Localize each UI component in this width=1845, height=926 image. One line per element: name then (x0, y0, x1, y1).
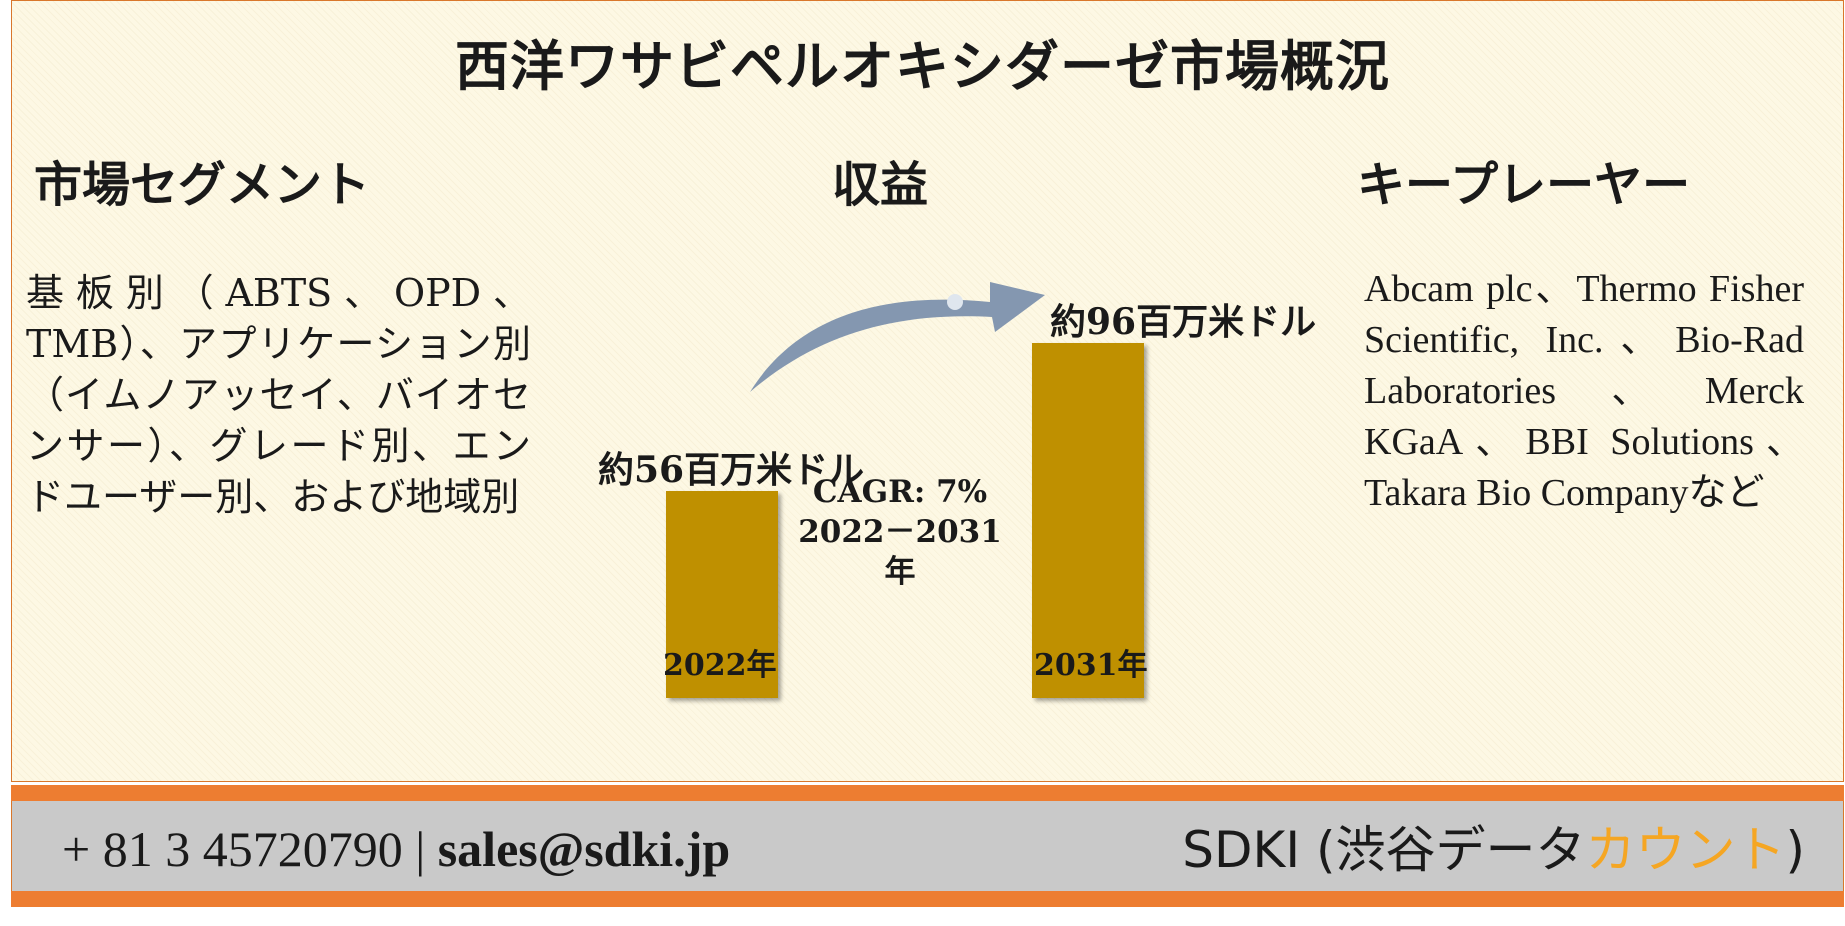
bar-0 (666, 490, 778, 698)
footer-band-top (11, 785, 1844, 801)
category-label-0: 2022年 (663, 648, 777, 683)
cagr-period: 2022－2031年 (798, 514, 1002, 590)
growth-arrow (750, 282, 1045, 392)
brand-name: SDKI (渋谷データカウント) (1182, 810, 1805, 882)
footer-band-bottom (11, 891, 1844, 907)
value-label-0: 約56百万米ドル (598, 448, 865, 491)
brand-prefix: SDKI (渋谷データ (1182, 821, 1586, 879)
separator: | (415, 821, 426, 877)
bar-1 (1032, 342, 1144, 698)
footer-bar (11, 801, 1844, 891)
value-label-1: 約96百万米ドル (1050, 300, 1317, 343)
category-label-1: 2031年 (1034, 648, 1148, 683)
brand-accent: カウント (1585, 821, 1786, 879)
cagr-label: CAGR: 7% 2022－2031年 (790, 472, 1010, 592)
segment-heading: 市場セグメント (34, 157, 371, 213)
phone-number[interactable]: + 81 3 45720790 (62, 821, 403, 877)
key-players-heading: キープレーヤー (1357, 157, 1691, 213)
contact-info: + 81 3 45720790 | sales@sdki.jp (62, 820, 730, 878)
revenue-heading: 収益 (832, 157, 929, 213)
key-players-text: Abcam plc、Thermo Fisher Scientific, Inc.… (1364, 268, 1804, 514)
segment-text: 基板別（ABTS、OPD、TMB）、アプリケーション別（イムノアッセイ、バイオセ… (26, 271, 531, 519)
email-link[interactable]: sales@sdki.jp (437, 821, 731, 877)
page-title: 西洋ワサビペルオキシダーゼ市場概況 (455, 34, 1390, 98)
overview-panel (11, 0, 1844, 782)
cagr-rate: CAGR: 7% (812, 474, 988, 510)
brand-suffix: ) (1785, 821, 1805, 879)
